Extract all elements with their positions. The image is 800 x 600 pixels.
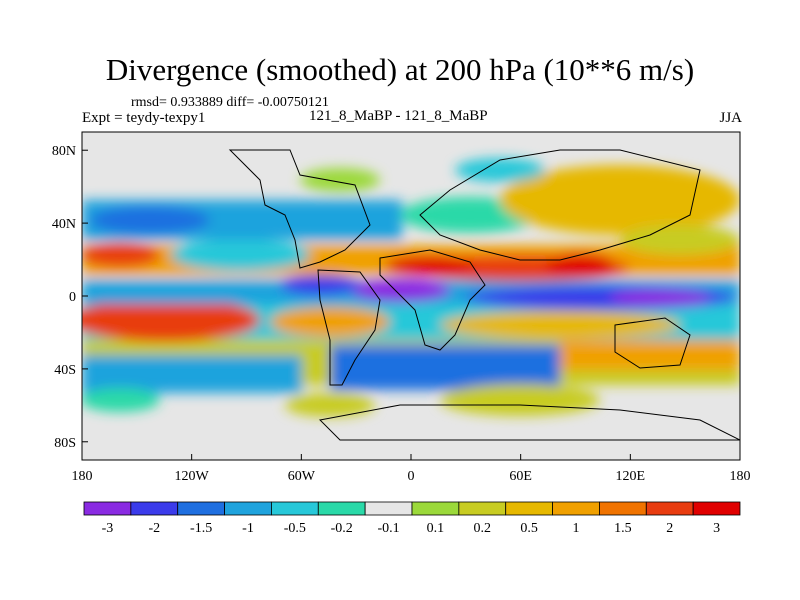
colorbar-label-5: -0.2 [331, 521, 353, 536]
colorbar-label-6: -0.1 [377, 521, 399, 536]
s-high-pos [285, 393, 375, 417]
eq-atl-neg [280, 275, 360, 295]
colorbar-swatch-8 [458, 501, 507, 516]
s-high-neg [82, 388, 160, 412]
nw-pacific-pos [620, 225, 740, 255]
africa-max [385, 255, 475, 275]
s-high-pos-2 [440, 384, 600, 416]
colorbar-swatch-11 [599, 501, 647, 516]
coastlines [228, 149, 740, 441]
colorbar-label-0: -3 [102, 521, 114, 536]
eq-atl-min [350, 278, 450, 302]
s-indian-pos [440, 311, 680, 339]
s-atlantic-pos [270, 307, 390, 337]
x-tick-label-0: 180 [72, 469, 93, 484]
colorbar-label-10: 1 [573, 521, 580, 536]
y-tick-label-2: 0 [69, 290, 76, 305]
experiment-label: Expt = teydy-texpy1 [82, 110, 206, 126]
south-america-outline [317, 269, 381, 386]
y-axis: 80N 40N 0 40S 80S [52, 144, 88, 451]
colorbar-swatch-13 [692, 501, 741, 516]
colorbar-swatch-4 [271, 501, 319, 516]
south-belt-neg-c [330, 345, 560, 390]
x-tick-label-2: 60W [288, 469, 316, 484]
y-tick-label-4: 80S [54, 436, 76, 451]
south-belt-neg-w [82, 355, 302, 393]
colorbar-label-2: -1.5 [190, 521, 212, 536]
eq-east-min [610, 289, 710, 307]
x-tick-label-6: 180 [730, 469, 751, 484]
y-tick-label-0: 80N [52, 144, 76, 159]
n-atlantic-neg [455, 158, 545, 182]
south-belt-pos-e [560, 340, 740, 370]
colorbar-label-12: 2 [666, 521, 673, 536]
colorbar-swatch-5 [317, 501, 366, 516]
colorbar-label-8: 0.2 [474, 521, 492, 536]
colorbar-swatch-0 [83, 501, 132, 516]
colorbar-swatch-2 [177, 501, 225, 516]
africa-outline [379, 249, 486, 351]
colorbar-swatch-3 [224, 501, 272, 516]
w-pacific-pos [82, 243, 160, 267]
spcz [82, 298, 260, 342]
field [82, 132, 740, 460]
colorbar-swatch-10 [552, 501, 600, 516]
colorbar-label-3: -1 [242, 521, 254, 536]
n-midlat-min [90, 206, 210, 234]
y-tick-label-1: 40N [52, 217, 76, 232]
antarctica-outline [318, 404, 740, 441]
runs-label: 121_8_MaBP - 121_8_MaBP [309, 108, 488, 124]
x-tick-label-4: 60E [509, 469, 532, 484]
colorbar-label-11: 1.5 [614, 521, 632, 536]
north-america-outline [228, 149, 371, 269]
x-tick-label-3: 0 [408, 469, 415, 484]
n-canada-pos [300, 168, 380, 192]
chart-title: Divergence (smoothed) at 200 hPa (10**6 … [105, 52, 695, 87]
colorbar-swatch-7 [411, 501, 460, 516]
eurasia-outline [419, 149, 701, 261]
colorbar: -3 -2 -1.5 -1 -0.5 -0.2 -0.1 0.1 0.2 0.5 1 1.5 2 3 [83, 501, 741, 536]
x-axis: 180 120W 60W 0 60E 120E 180 [72, 454, 751, 484]
colorbar-label-4: -0.5 [284, 521, 306, 536]
colorbar-swatch-9 [505, 501, 553, 516]
colorbar-label-7: 0.1 [427, 521, 445, 536]
x-tick-label-1: 120W [175, 469, 210, 484]
asia-pos [500, 165, 740, 235]
n-indian-max [545, 253, 615, 277]
colorbar-swatch-12 [645, 501, 694, 516]
colorbar-label-9: 0.5 [520, 521, 538, 536]
x-tick-label-5: 120E [616, 469, 646, 484]
colorbar-swatch-1 [130, 501, 179, 516]
colorbar-label-1: -2 [148, 521, 160, 536]
stats-text: rmsd= 0.933889 diff= -0.00750121 [131, 95, 329, 110]
australia-outline [614, 317, 691, 369]
y-tick-label-3: 40S [54, 363, 76, 378]
colorbar-swatch-6 [364, 501, 413, 516]
n-pacific-neg [170, 239, 310, 271]
colorbar-label-13: 3 [713, 521, 720, 536]
season-label: JJA [719, 110, 742, 126]
